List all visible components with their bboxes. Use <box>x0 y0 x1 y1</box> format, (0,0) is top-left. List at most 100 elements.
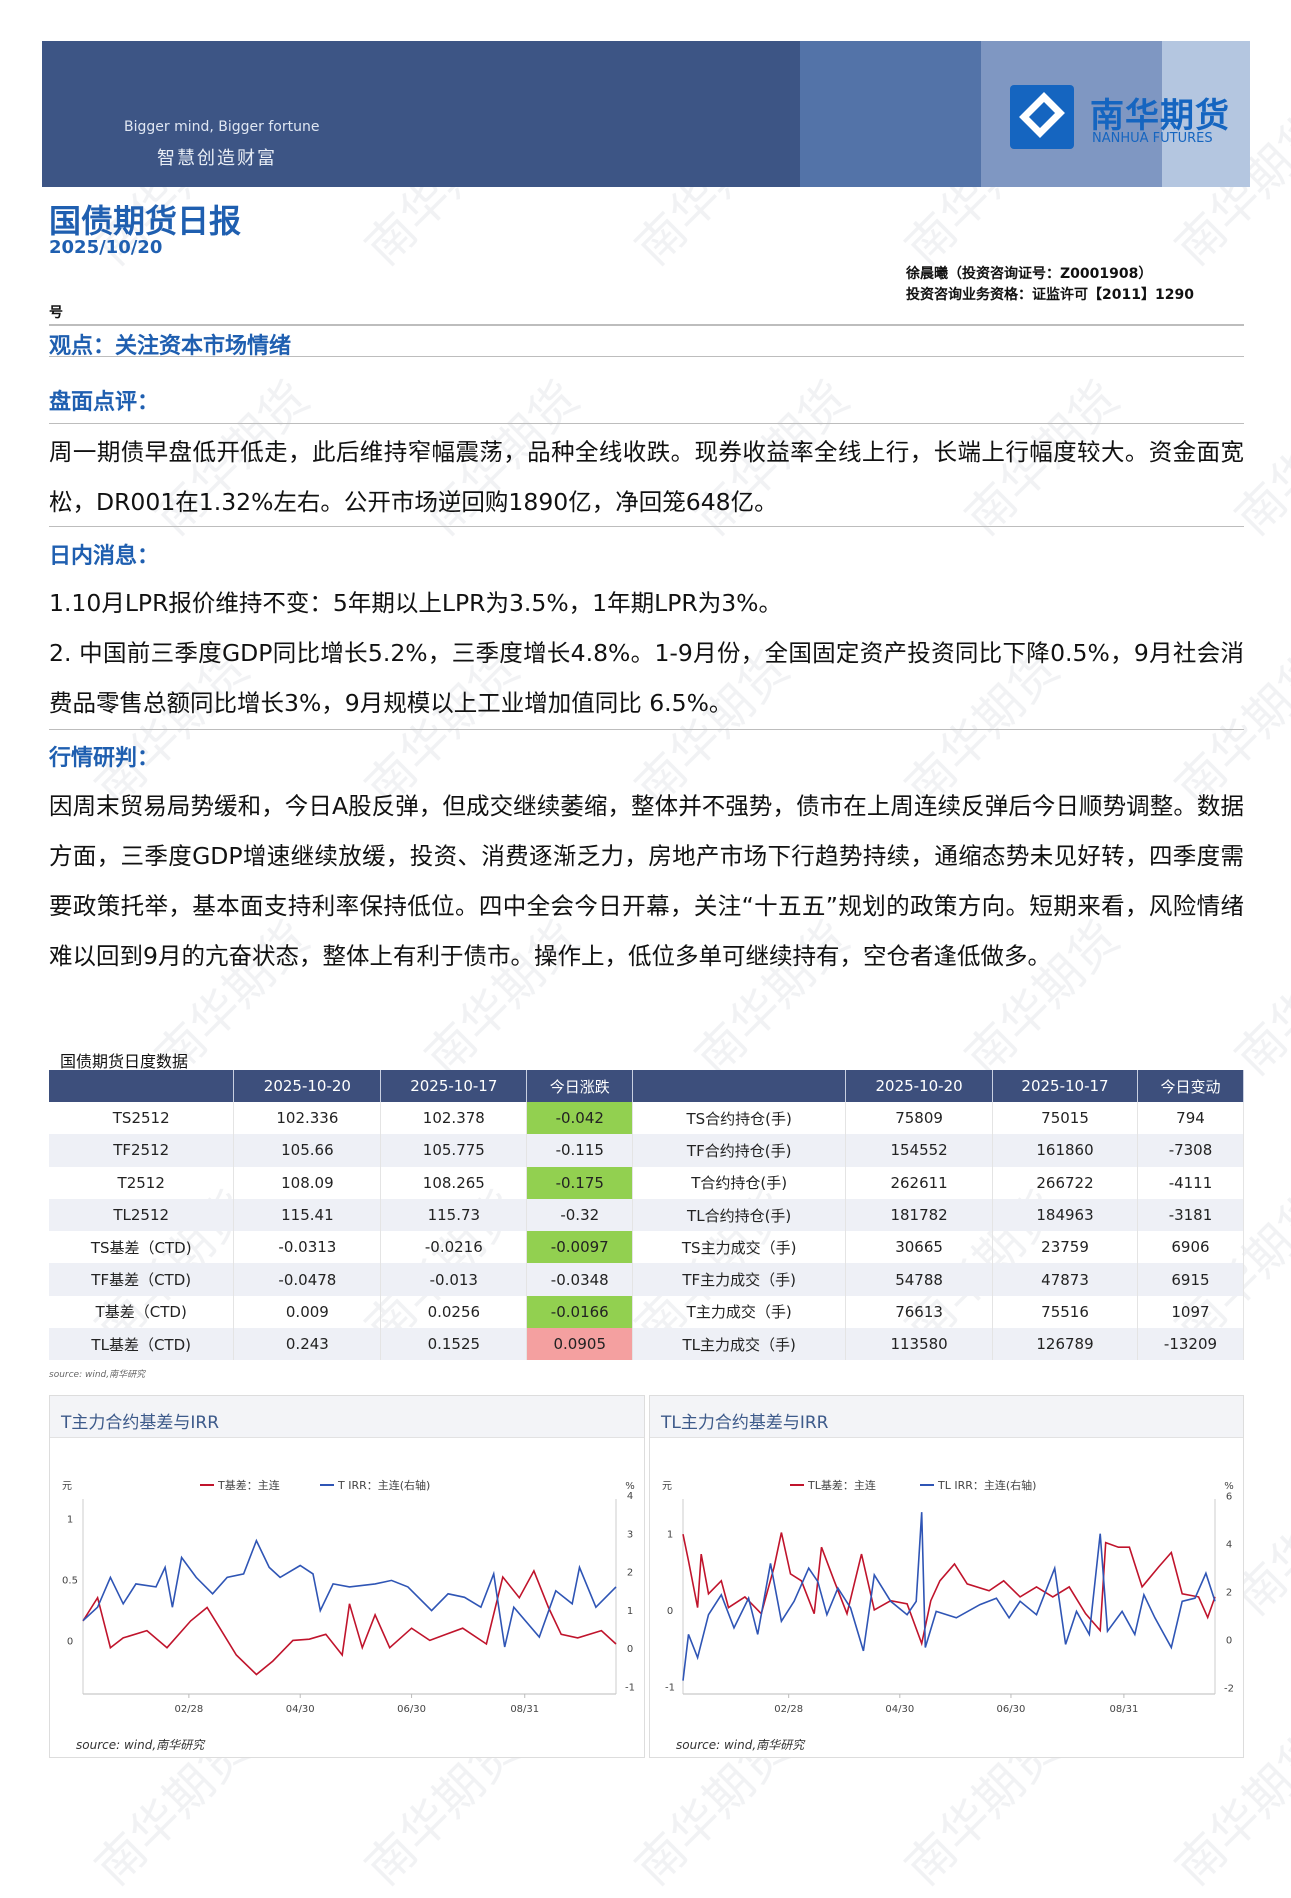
table-cell: TS2512 <box>49 1102 234 1134</box>
table-cell: 54788 <box>846 1263 993 1295</box>
y-tick-right: 6 <box>1226 1492 1232 1503</box>
slogan-cn: 智慧创造财富 <box>157 144 277 170</box>
table-cell: T主力成交（手) <box>633 1296 846 1328</box>
table-cell: TL基差（CTD) <box>49 1328 234 1360</box>
legend-label: TL IRR：主连(右轴) <box>937 1478 1036 1492</box>
table-cell: 1097 <box>1137 1296 1243 1328</box>
table-cell: 0.1525 <box>381 1328 527 1360</box>
table-cell: 6906 <box>1137 1231 1243 1263</box>
table-cell: TS合约持仓(手) <box>633 1102 846 1134</box>
column-header: 2025-10-20 <box>846 1070 993 1102</box>
table-cell: 154552 <box>846 1134 993 1166</box>
table-source: source: wind,南华研究 <box>49 1367 145 1380</box>
table-cell: -0.0348 <box>527 1263 633 1295</box>
section-title-outlook: 行情研判： <box>49 740 159 772</box>
series-line-irr <box>83 1541 616 1647</box>
header-banner: Bigger mind, Bigger fortune 智慧创造财富 南华期货 … <box>42 41 1250 187</box>
y-tick-left: 1 <box>67 1515 73 1526</box>
table-cell: 6915 <box>1137 1263 1243 1295</box>
table-cell: -0.013 <box>381 1263 527 1295</box>
table-cell: 75809 <box>846 1102 993 1134</box>
outlook-text: 因周末贸易局势缓和，今日A股反弹，但成交继续萎缩，整体并不强势，债市在上周连续反… <box>49 781 1244 981</box>
table-cell: -7308 <box>1137 1134 1243 1166</box>
divider <box>49 356 1244 357</box>
y-tick-left: 0 <box>667 1606 673 1617</box>
logo-text-en: NANHUA FUTURES <box>1092 131 1213 146</box>
table-cell: 115.41 <box>234 1199 381 1231</box>
x-tick-label: 06/30 <box>397 1704 426 1715</box>
y-tick-right: 2 <box>1226 1587 1232 1598</box>
y-tick-right: 3 <box>627 1529 633 1540</box>
column-header <box>49 1070 234 1102</box>
table-cell: -0.0313 <box>234 1231 381 1263</box>
table-cell: 161860 <box>993 1134 1138 1166</box>
table-cell: 266722 <box>993 1167 1138 1199</box>
table-cell: TL合约持仓(手) <box>633 1199 846 1231</box>
legend-label: TL基差：主连 <box>807 1478 876 1492</box>
chart-source: source: wind,南华研究 <box>676 1736 804 1753</box>
column-header: 今日涨跌 <box>527 1070 633 1102</box>
table-cell: 262611 <box>846 1167 993 1199</box>
table-cell: 76613 <box>846 1296 993 1328</box>
column-header: 2025-10-17 <box>381 1070 527 1102</box>
y-tick-left: 1 <box>667 1529 673 1540</box>
table-cell: TF主力成交（手) <box>633 1263 846 1295</box>
table-cell: 102.336 <box>234 1102 381 1134</box>
y-tick-right: 4 <box>1226 1540 1232 1551</box>
y-tick-right: 0 <box>1226 1635 1232 1646</box>
column-header <box>633 1070 846 1102</box>
table-cell: -0.0097 <box>527 1231 633 1263</box>
table-cell: 105.775 <box>381 1134 527 1166</box>
table-cell: 47873 <box>993 1263 1138 1295</box>
divider <box>49 423 1244 424</box>
series-line-basis <box>683 1533 1215 1644</box>
table-cell: 0.0256 <box>381 1296 527 1328</box>
market-review-text: 周一期债早盘低开低走，此后维持窄幅震荡，品种全线收跌。现券收益率全线上行，长端上… <box>49 427 1244 527</box>
table-cell: -0.0478 <box>234 1263 381 1295</box>
y-tick-right: 1 <box>627 1606 633 1617</box>
table-cell: TS基差（CTD) <box>49 1231 234 1263</box>
table-cell: 23759 <box>993 1231 1138 1263</box>
y-unit-left: 元 <box>62 1481 72 1492</box>
x-tick-label: 02/28 <box>174 1704 203 1715</box>
table-cell: 102.378 <box>381 1102 527 1134</box>
news-item-2: 2. 中国前三季度GDP同比增长5.2%，三季度增长4.8%。1-9月份，全国固… <box>49 628 1244 728</box>
table-cell: TL主力成交（手) <box>633 1328 846 1360</box>
divider <box>49 729 1244 730</box>
table-cell: 0.0905 <box>527 1328 633 1360</box>
table-cell: 115.73 <box>381 1199 527 1231</box>
table-cell: 30665 <box>846 1231 993 1263</box>
divider <box>49 324 1244 326</box>
table-cell: 184963 <box>993 1199 1138 1231</box>
slogan-en: Bigger mind, Bigger fortune <box>124 119 319 135</box>
table-cell: 126789 <box>993 1328 1138 1360</box>
x-tick-label: 02/28 <box>774 1704 803 1715</box>
y-tick-left: 0 <box>67 1636 73 1647</box>
table-cell: -3181 <box>1137 1199 1243 1231</box>
table-cell: TF基差（CTD) <box>49 1263 234 1295</box>
y-tick-left: 0.5 <box>62 1575 78 1586</box>
column-header: 2025-10-20 <box>234 1070 381 1102</box>
y-unit-left: 元 <box>662 1481 672 1492</box>
y-unit-right: % <box>1224 1481 1234 1492</box>
table-cell: -0.0216 <box>381 1231 527 1263</box>
x-tick-label: 08/31 <box>510 1704 539 1715</box>
table-cell: T2512 <box>49 1167 234 1199</box>
section-title-market-review: 盘面点评： <box>49 384 159 416</box>
y-tick-right: 2 <box>627 1568 633 1579</box>
legend-label: T IRR：主连(右轴) <box>337 1478 430 1492</box>
y-tick-right: -1 <box>625 1682 635 1693</box>
legend-label: T基差：主连 <box>217 1478 280 1492</box>
author-info: 徐晨曦（投资咨询证号：Z0001908） <box>906 263 1152 283</box>
y-tick-right: 0 <box>627 1644 633 1655</box>
